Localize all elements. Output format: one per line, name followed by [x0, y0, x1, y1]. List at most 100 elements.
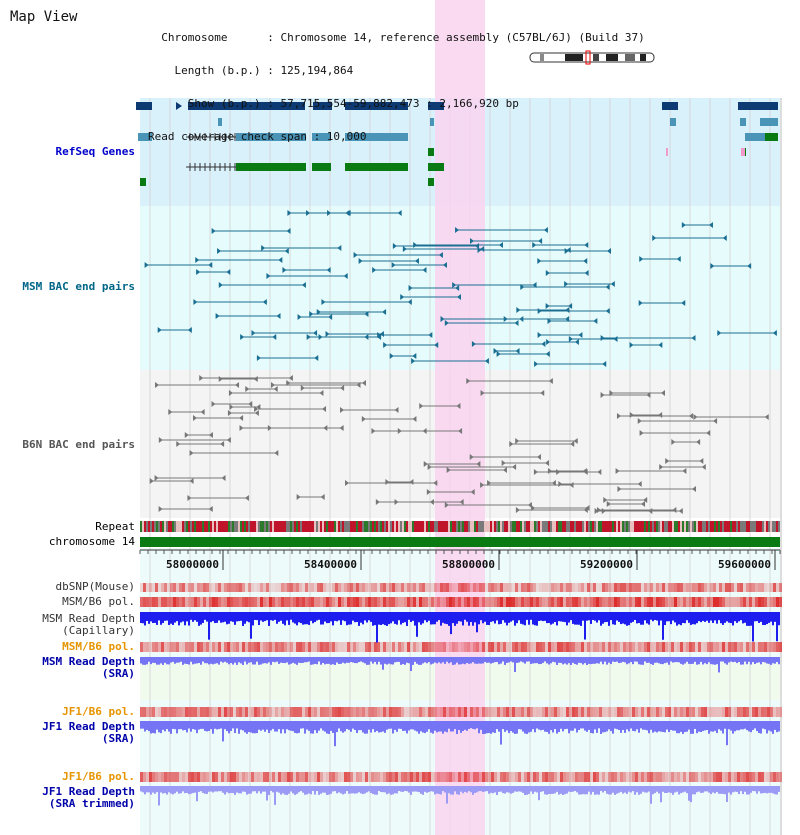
depth-bar — [462, 786, 464, 794]
depth-bar — [260, 612, 262, 621]
heat-cell — [677, 597, 680, 607]
depth-bar — [624, 721, 626, 733]
depth-bar — [408, 786, 410, 793]
repeat-segment — [226, 521, 228, 532]
depth-bar — [494, 612, 496, 624]
heat-cell — [434, 583, 437, 592]
depth-bar — [748, 721, 750, 732]
depth-bar — [768, 786, 770, 793]
bac-end-marker — [433, 480, 438, 486]
heat-cell — [488, 642, 491, 652]
depth-bar — [230, 721, 232, 731]
depth-bar — [688, 657, 690, 664]
heat-cell — [581, 707, 584, 717]
heat-cell — [695, 583, 698, 592]
depth-bar — [662, 657, 664, 665]
heat-cell — [545, 583, 548, 592]
depth-bar — [488, 721, 490, 733]
depth-bar — [402, 721, 404, 731]
depth-bar — [378, 612, 380, 625]
heat-cell — [728, 583, 731, 592]
heat-cell — [530, 707, 533, 717]
bac-end-marker — [678, 508, 683, 514]
bac-end-marker — [339, 425, 344, 431]
heat-cell — [704, 642, 707, 652]
heat-cell — [410, 772, 413, 782]
repeat-segment — [518, 521, 520, 532]
depth-bar — [744, 786, 746, 792]
heat-cell — [425, 642, 428, 652]
repeat-segment — [556, 521, 558, 532]
depth-bar — [758, 721, 760, 734]
depth-bar — [362, 786, 364, 795]
heat-cell — [386, 642, 389, 652]
heat-cell — [698, 772, 701, 782]
b6n-bac-pairs — [149, 375, 769, 514]
bac-end-marker — [512, 464, 517, 470]
bac-end-marker — [661, 390, 665, 396]
depth-bar — [520, 721, 522, 730]
heat-cell — [467, 642, 470, 652]
depth-bar — [762, 657, 764, 662]
depth-bar — [526, 612, 528, 620]
heat-cell — [527, 583, 530, 592]
heat-cell — [530, 642, 533, 652]
heat-cell — [533, 583, 536, 592]
depth-bar — [258, 657, 260, 665]
bac-end-marker — [503, 316, 508, 322]
heat-cell — [200, 597, 203, 607]
heat-cell — [329, 772, 332, 782]
bac-end-marker — [546, 339, 551, 345]
depth-bar — [434, 612, 436, 625]
depth-bar — [660, 786, 662, 803]
b6n-bac-end-pairs-label[interactable]: B6N BAC end pairs — [22, 438, 135, 451]
depth-bar — [166, 657, 168, 665]
heat-cell — [722, 642, 725, 652]
repeat-segment — [154, 521, 156, 532]
heat-cell — [566, 642, 569, 652]
depth-bar — [766, 612, 768, 625]
heat-cell — [167, 597, 170, 607]
heat-cell — [182, 583, 185, 592]
bac-end-marker — [538, 238, 543, 244]
heat-cell — [488, 583, 491, 592]
heat-cell — [434, 642, 437, 652]
depth-bar — [542, 612, 544, 622]
heat-cell — [587, 642, 590, 652]
heat-cell — [488, 772, 491, 782]
bac-end-marker — [235, 382, 240, 388]
heat-cell — [377, 772, 380, 782]
refseq-genes-label[interactable]: RefSeq Genes — [55, 145, 135, 158]
depth-bar — [246, 786, 248, 795]
heat-cell — [524, 642, 527, 652]
heat-cell — [263, 597, 266, 607]
repeat-segment — [474, 521, 476, 532]
heat-cell — [737, 597, 740, 607]
depth-bar — [428, 657, 430, 663]
depth-bar — [302, 721, 304, 729]
gene-exon — [218, 118, 222, 126]
heat-cell — [770, 642, 773, 652]
depth-bar — [140, 657, 142, 664]
depth-bar — [530, 612, 532, 620]
bac-end-marker — [708, 222, 713, 228]
depth-bar — [560, 657, 562, 663]
msm-bac-end-pairs-label[interactable]: MSM BAC end pairs — [22, 280, 135, 293]
depth-bar — [380, 657, 382, 665]
heat-cell — [386, 707, 389, 717]
heat-cell — [641, 642, 644, 652]
heat-cell — [596, 583, 599, 592]
heat-cell — [569, 772, 572, 782]
selected-region-highlight — [435, 0, 485, 835]
depth-bar — [592, 657, 594, 664]
heat-cell — [188, 597, 191, 607]
repeat-segment — [550, 521, 552, 532]
heat-cell — [707, 707, 710, 717]
repeat-segment — [328, 521, 330, 532]
depth-bar — [590, 657, 592, 665]
depth-bar — [184, 786, 186, 794]
depth-bar — [742, 612, 744, 624]
depth-bar — [342, 612, 344, 621]
heat-cell — [728, 642, 731, 652]
